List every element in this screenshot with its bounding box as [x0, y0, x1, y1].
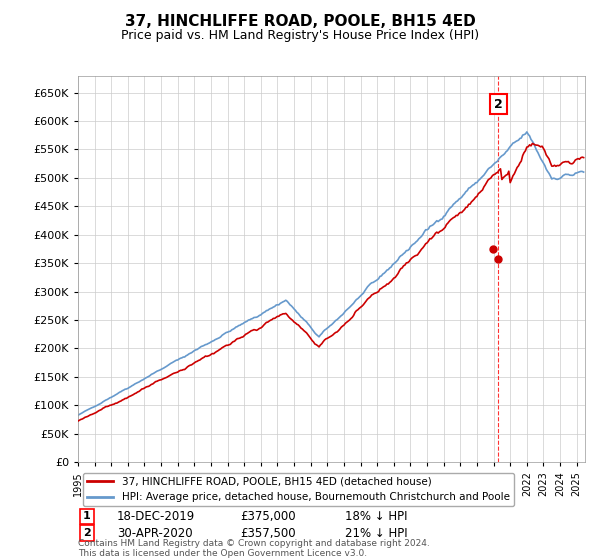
Text: Price paid vs. HM Land Registry's House Price Index (HPI): Price paid vs. HM Land Registry's House … [121, 29, 479, 42]
Text: 30-APR-2020: 30-APR-2020 [117, 526, 193, 540]
Text: 18-DEC-2019: 18-DEC-2019 [117, 510, 195, 523]
Legend: 37, HINCHLIFFE ROAD, POOLE, BH15 4ED (detached house), HPI: Average price, detac: 37, HINCHLIFFE ROAD, POOLE, BH15 4ED (de… [83, 473, 514, 506]
Text: £375,000: £375,000 [240, 510, 296, 523]
Text: 21% ↓ HPI: 21% ↓ HPI [345, 526, 407, 540]
Text: 18% ↓ HPI: 18% ↓ HPI [345, 510, 407, 523]
Text: £357,500: £357,500 [240, 526, 296, 540]
Text: 2: 2 [494, 97, 503, 110]
Text: 37, HINCHLIFFE ROAD, POOLE, BH15 4ED: 37, HINCHLIFFE ROAD, POOLE, BH15 4ED [125, 14, 475, 29]
Text: Contains HM Land Registry data © Crown copyright and database right 2024.
This d: Contains HM Land Registry data © Crown c… [78, 539, 430, 558]
Text: 2: 2 [83, 528, 91, 538]
Text: 1: 1 [83, 511, 91, 521]
